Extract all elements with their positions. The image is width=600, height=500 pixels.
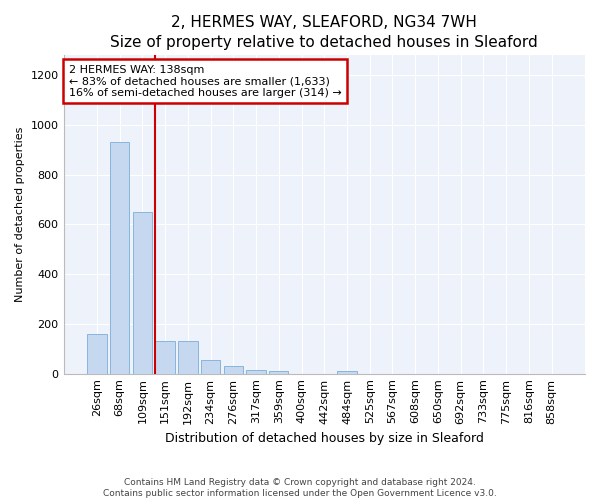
Bar — [224, 366, 243, 374]
Bar — [110, 142, 130, 374]
Bar — [337, 370, 356, 374]
Y-axis label: Number of detached properties: Number of detached properties — [15, 126, 25, 302]
Text: Contains HM Land Registry data © Crown copyright and database right 2024.
Contai: Contains HM Land Registry data © Crown c… — [103, 478, 497, 498]
Bar — [87, 334, 107, 374]
Bar — [133, 212, 152, 374]
Text: 2 HERMES WAY: 138sqm
← 83% of detached houses are smaller (1,633)
16% of semi-de: 2 HERMES WAY: 138sqm ← 83% of detached h… — [69, 64, 341, 98]
Bar — [247, 370, 266, 374]
Title: 2, HERMES WAY, SLEAFORD, NG34 7WH
Size of property relative to detached houses i: 2, HERMES WAY, SLEAFORD, NG34 7WH Size o… — [110, 15, 538, 50]
X-axis label: Distribution of detached houses by size in Sleaford: Distribution of detached houses by size … — [165, 432, 484, 445]
Bar — [155, 342, 175, 374]
Bar — [178, 342, 197, 374]
Bar — [269, 371, 289, 374]
Bar — [201, 360, 220, 374]
